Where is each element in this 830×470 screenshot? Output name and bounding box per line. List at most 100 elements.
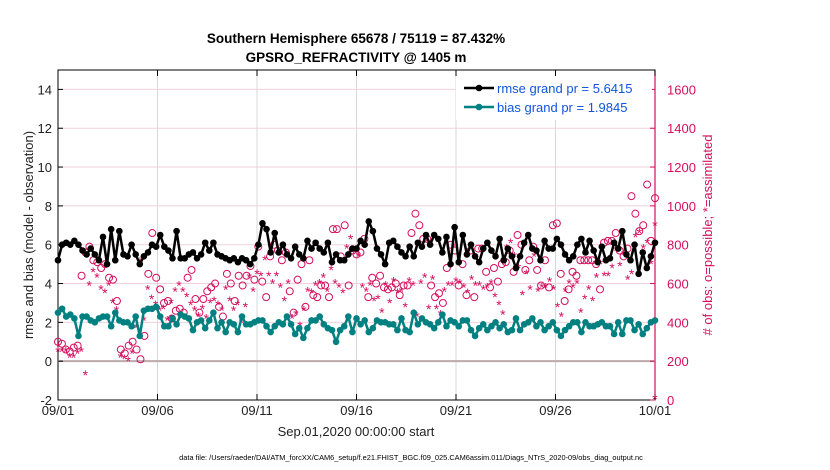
bias-point [357, 320, 364, 328]
bias-point [610, 330, 618, 338]
possible-obs-marker [482, 267, 491, 276]
rmse-point [87, 245, 95, 252]
rmse-point [181, 254, 189, 262]
rmse-point [447, 260, 454, 268]
rmse-point [467, 241, 475, 249]
rmse-point [439, 249, 446, 256]
assimilated-obs-marker: * [445, 277, 451, 293]
possible-obs-marker [399, 281, 408, 290]
rmse-point [537, 256, 544, 264]
assimilated-obs-marker: * [543, 279, 549, 295]
assimilated-obs-marker: * [274, 268, 280, 284]
bias-point [410, 309, 418, 316]
possible-obs-marker [297, 260, 306, 269]
possible-obs-marker [301, 302, 310, 311]
possible-obs-marker [313, 293, 322, 302]
assimilated-obs-marker: * [605, 268, 611, 284]
rmse-point [426, 241, 434, 249]
assimilated-obs-marker: * [110, 295, 116, 311]
legend-bias-marker [475, 103, 483, 111]
assimilated-obs-marker: * [204, 310, 210, 326]
rmse-point [369, 227, 377, 235]
possible-obs-marker [552, 219, 561, 228]
possible-obs-marker [332, 225, 341, 234]
assimilated-obs-marker: * [625, 272, 631, 288]
bias-point [578, 328, 585, 336]
possible-obs-marker [344, 281, 353, 290]
possible-obs-marker [195, 308, 204, 317]
rmse-point [165, 247, 172, 254]
y-tick-label: 12 [38, 121, 52, 136]
rmse-point [95, 256, 103, 264]
possible-obs-marker [525, 256, 534, 265]
rmse-point [647, 253, 655, 260]
legend-box [456, 76, 652, 120]
series-bias [54, 303, 659, 346]
bias-point [201, 324, 209, 332]
bias-point [332, 338, 340, 346]
rmse-point [639, 249, 647, 256]
rmse-point [107, 225, 115, 233]
rmse-point [533, 247, 540, 254]
possible-obs-marker [635, 227, 644, 236]
possible-obs-marker [61, 345, 70, 354]
bias-point [500, 320, 508, 328]
assimilated-obs-marker: * [227, 293, 233, 309]
x-axis: 09/01 09/06 09/11 09/16 09/21 09/26 10/01 [42, 70, 671, 418]
rmse-point [111, 256, 119, 264]
bias-point [230, 320, 238, 328]
rmse-point [500, 256, 508, 264]
rmse-point [590, 247, 597, 254]
bias-point [430, 324, 438, 332]
rmse-point [635, 270, 642, 278]
rmse-point [561, 251, 569, 258]
rmse-point [116, 227, 123, 235]
bias-point [210, 309, 217, 316]
rmse-point [434, 235, 442, 243]
assimilated-obs-marker: * [219, 303, 225, 319]
possible-obs-marker [454, 281, 463, 290]
bias-point [287, 320, 295, 328]
assimilated-obs-marker: * [453, 274, 459, 290]
rmse-point [91, 251, 99, 258]
assimilated-obs-marker: * [582, 291, 588, 307]
possible-obs-marker [438, 298, 447, 307]
rmse-point [287, 254, 295, 262]
bias-point [54, 309, 62, 316]
assimilated-obs-marker: * [98, 281, 104, 297]
rmse-point [300, 254, 307, 262]
rmse-point [345, 251, 352, 258]
assimilated-obs-marker: * [590, 293, 596, 309]
bias-point [58, 305, 66, 313]
legend: rmse grand pr = 5.6415 bias grand pr = 1… [456, 76, 652, 120]
assimilated-obs-marker: * [488, 276, 494, 292]
assimilated-obs-marker: * [414, 309, 420, 325]
rmse-point [484, 239, 491, 247]
rmse-point [340, 256, 348, 264]
assimilated-obs-marker: * [449, 277, 455, 293]
rmse-point [398, 249, 405, 256]
assimilated-obs-marker: * [520, 287, 526, 303]
assimilated-obs-marker: * [617, 258, 623, 274]
possible-obs-marker [328, 225, 337, 234]
assimilated-obs-marker: * [235, 297, 241, 313]
possible-obs-marker [580, 256, 589, 265]
possible-obs-marker [572, 271, 581, 280]
legend-rmse-marker [475, 84, 483, 92]
bias-point [529, 315, 536, 322]
assimilated-obs-marker: * [430, 272, 436, 288]
assimilated-obs-marker: * [71, 349, 77, 365]
bias-point [328, 326, 336, 334]
rmse-point [451, 223, 458, 231]
possible-obs-marker [277, 256, 286, 265]
rmse-point [508, 253, 516, 260]
bias-point [582, 319, 589, 326]
bias-point [136, 332, 144, 340]
bias-point [263, 322, 270, 330]
bias-point [75, 332, 82, 340]
assimilated-obs-marker: * [535, 283, 541, 299]
assimilated-obs-marker: * [524, 266, 530, 282]
rmse-point [578, 235, 585, 243]
rmse-point [197, 251, 205, 258]
y-tick-label: 2 [45, 315, 52, 330]
